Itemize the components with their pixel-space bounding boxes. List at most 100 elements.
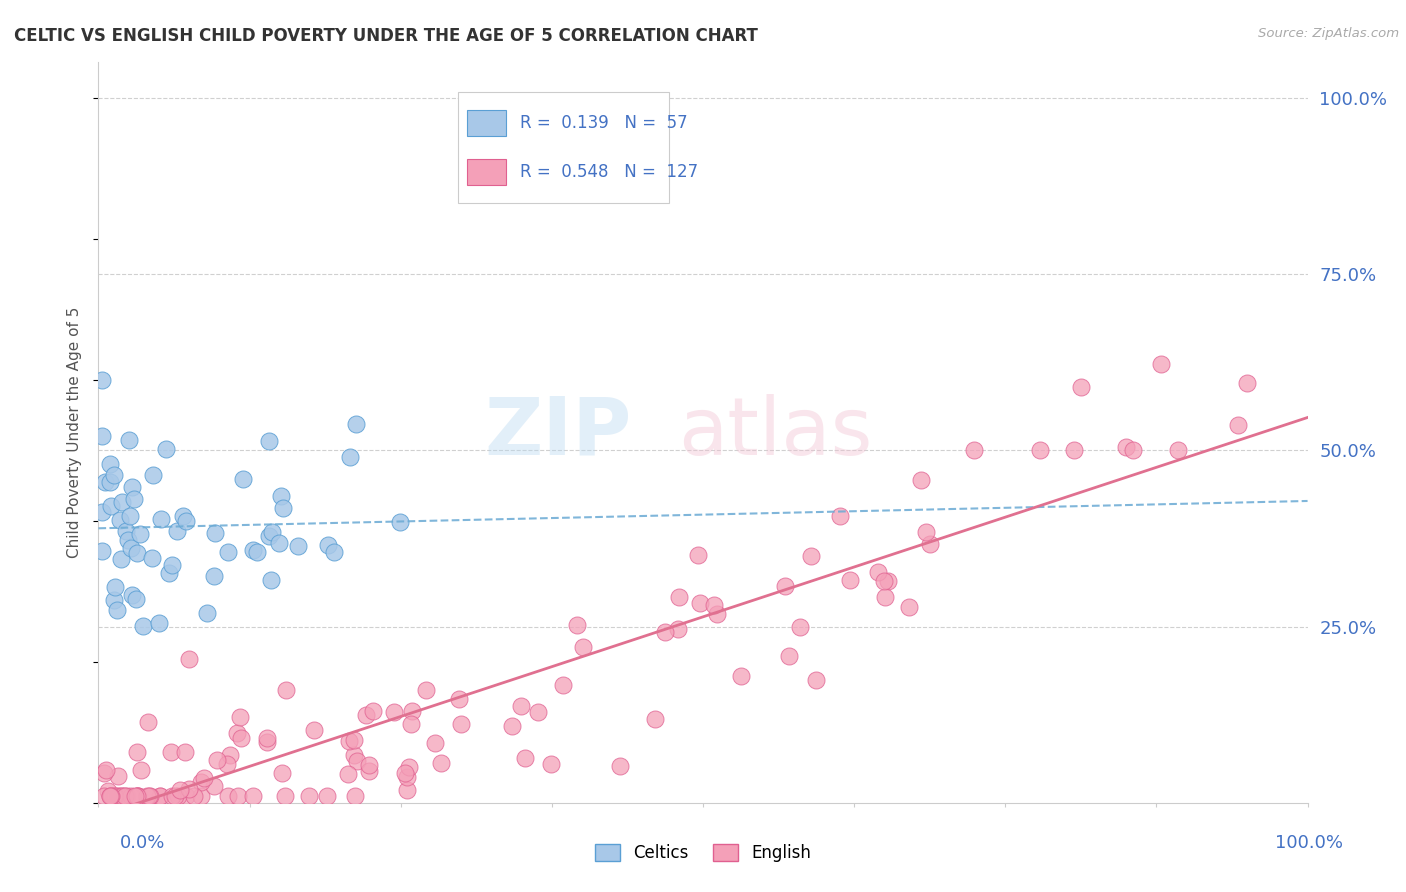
Point — [287, 539, 309, 553]
Point — [183, 789, 205, 803]
Point — [219, 747, 242, 762]
Point — [120, 541, 142, 555]
Point — [177, 652, 200, 666]
Point — [205, 753, 228, 767]
Point — [174, 789, 197, 803]
Point — [395, 782, 418, 797]
Point — [302, 723, 325, 738]
Point — [501, 719, 523, 733]
Point — [354, 708, 377, 723]
Point — [121, 480, 143, 494]
Point — [110, 495, 132, 509]
Point — [256, 731, 278, 745]
Point — [513, 751, 536, 765]
Point — [343, 747, 366, 762]
Point — [804, 673, 827, 688]
Point — [401, 704, 423, 718]
Point — [204, 525, 226, 540]
Point — [127, 745, 149, 759]
Point — [98, 458, 121, 472]
Point — [231, 731, 253, 745]
Point — [129, 763, 152, 777]
Point — [127, 789, 149, 803]
Point — [242, 542, 264, 557]
Point — [169, 783, 191, 797]
Point — [551, 678, 574, 692]
Point — [399, 716, 422, 731]
Point — [98, 475, 121, 489]
Point — [232, 472, 254, 486]
Point — [91, 544, 114, 558]
Point — [190, 775, 212, 789]
Point — [914, 524, 936, 539]
Point — [110, 789, 132, 803]
Point — [388, 515, 411, 529]
Point — [226, 789, 249, 803]
Point — [142, 467, 165, 482]
Point — [1063, 443, 1085, 458]
Point — [415, 682, 437, 697]
Point — [271, 766, 294, 780]
FancyBboxPatch shape — [467, 111, 506, 136]
Point — [382, 706, 405, 720]
Text: CELTIC VS ENGLISH CHILD POVERTY UNDER THE AGE OF 5 CORRELATION CHART: CELTIC VS ENGLISH CHILD POVERTY UNDER TH… — [14, 27, 758, 45]
Text: 100.0%: 100.0% — [1275, 834, 1343, 852]
Point — [107, 789, 129, 803]
Point — [666, 622, 689, 636]
Point — [789, 620, 811, 634]
Point — [107, 769, 129, 783]
Point — [357, 758, 380, 772]
FancyBboxPatch shape — [467, 159, 506, 185]
Point — [447, 692, 470, 706]
Point — [226, 726, 249, 740]
Text: Source: ZipAtlas.com: Source: ZipAtlas.com — [1258, 27, 1399, 40]
Point — [112, 789, 135, 803]
Point — [229, 710, 252, 724]
Point — [217, 545, 239, 559]
Point — [316, 538, 339, 552]
Point — [866, 565, 889, 579]
Point — [689, 596, 711, 610]
Point — [429, 756, 451, 770]
Point — [918, 536, 941, 550]
Point — [876, 574, 898, 588]
Point — [125, 789, 148, 803]
Point — [159, 745, 181, 759]
Point — [730, 669, 752, 683]
Point — [262, 524, 284, 539]
Point — [135, 789, 157, 803]
Point — [149, 789, 172, 803]
Point — [298, 789, 321, 803]
Point — [565, 618, 588, 632]
Point — [105, 789, 128, 803]
Text: R =  0.548   N =  127: R = 0.548 N = 127 — [520, 162, 699, 180]
Point — [125, 592, 148, 607]
Point — [1150, 357, 1173, 371]
Point — [336, 767, 359, 781]
Point — [118, 509, 141, 524]
Point — [132, 619, 155, 633]
Point — [274, 789, 297, 803]
Point — [1115, 440, 1137, 454]
Point — [875, 590, 897, 604]
Point — [342, 733, 364, 747]
Point — [540, 757, 562, 772]
Point — [204, 568, 226, 582]
Point — [394, 765, 416, 780]
Point — [100, 499, 122, 513]
Text: R =  0.139   N =  57: R = 0.139 N = 57 — [520, 114, 688, 132]
Point — [91, 429, 114, 443]
Point — [91, 373, 114, 387]
FancyBboxPatch shape — [457, 92, 669, 203]
Point — [138, 789, 160, 803]
Point — [139, 789, 162, 803]
Point — [160, 789, 183, 803]
Point — [149, 512, 172, 526]
Point — [96, 763, 118, 777]
Point — [124, 789, 146, 803]
Point — [94, 475, 117, 490]
Point — [157, 566, 180, 580]
Point — [100, 789, 122, 803]
Point — [105, 603, 128, 617]
Point — [93, 789, 115, 803]
